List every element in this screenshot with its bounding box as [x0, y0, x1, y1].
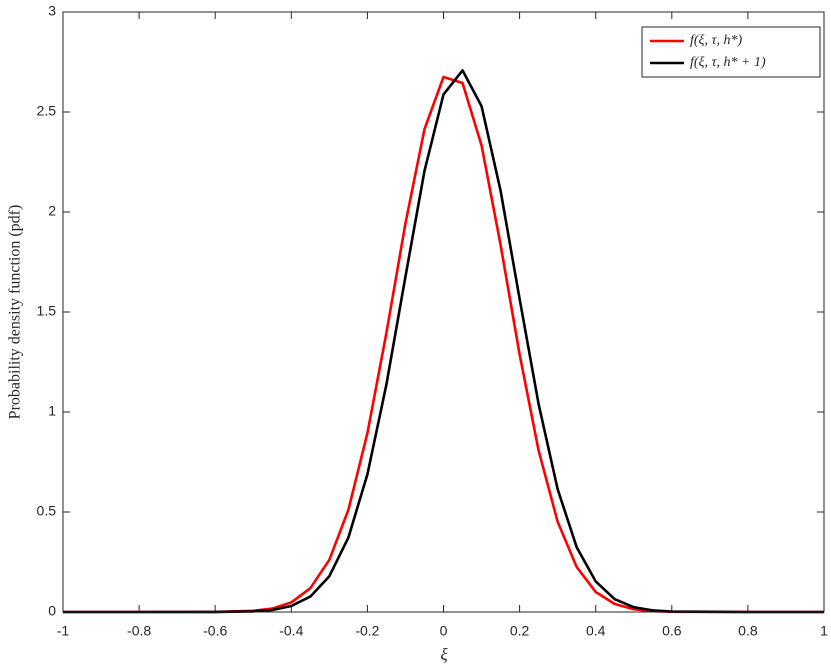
y-tick-label: 0	[48, 603, 56, 619]
x-tick-label: 0	[440, 623, 448, 639]
x-axis-label: ξ	[440, 645, 448, 664]
series-line	[63, 69, 824, 614]
x-tick-label: 0.8	[738, 623, 758, 639]
x-tick-label: -1	[57, 623, 70, 639]
x-tick-label: 1	[820, 623, 828, 639]
axes-box	[62, 11, 825, 613]
y-tick-label: 1.5	[37, 303, 57, 319]
x-tick-label: 0.2	[510, 623, 530, 639]
y-tick-label: 1	[48, 403, 56, 419]
legend-box	[641, 26, 821, 78]
x-tick-label: -0.8	[127, 623, 151, 639]
y-tick-label: 3	[48, 3, 56, 19]
x-tick-label: -0.4	[279, 623, 303, 639]
y-axis-label: Probability density function (pdf)	[7, 205, 24, 420]
y-tick-label: 2.5	[37, 103, 57, 119]
x-tick-label: 0.6	[662, 623, 682, 639]
x-tick-label: -0.2	[355, 623, 379, 639]
y-tick-label: 0.5	[37, 503, 57, 519]
x-tick-label: -0.6	[203, 623, 227, 639]
x-tick-label: 0.4	[586, 623, 606, 639]
legend-label: f(ξ, τ, h*)	[690, 33, 743, 48]
y-tick-label: 2	[48, 203, 56, 219]
legend-label: f(ξ, τ, h* + 1)	[690, 55, 766, 70]
series-line	[63, 75, 824, 614]
